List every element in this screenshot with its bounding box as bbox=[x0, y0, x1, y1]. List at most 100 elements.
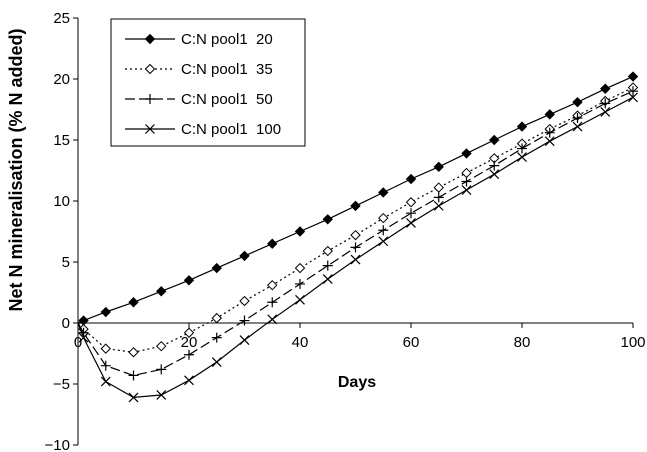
legend-label: C:N pool1 50 bbox=[181, 91, 273, 108]
data-point bbox=[295, 294, 305, 305]
x-axis-ticks: 0 20 40 60 80 100 bbox=[74, 323, 646, 351]
y-axis-ticks: 25 20 15 10 5 0 −5 −10 bbox=[45, 10, 78, 452]
legend-marker bbox=[144, 33, 156, 45]
y-tick-label: 25 bbox=[53, 10, 70, 27]
legend: C:N pool1 20 C:N pool1 35 C:N pool1 50 C:N … bbox=[110, 18, 306, 147]
data-point bbox=[239, 295, 250, 307]
y-tick-label: 10 bbox=[53, 193, 70, 210]
series-4 bbox=[77, 92, 638, 403]
data-point bbox=[267, 279, 278, 291]
data-point bbox=[406, 208, 416, 219]
legend-label: C:N pool1 100 bbox=[181, 121, 281, 138]
data-point bbox=[128, 392, 139, 403]
legend-label: C:N pool1 35 bbox=[181, 61, 273, 78]
legend-box bbox=[110, 18, 306, 147]
data-point bbox=[378, 212, 389, 224]
legend-item: C:N pool1 50 bbox=[125, 91, 273, 108]
data-point bbox=[295, 278, 305, 289]
axes: 0 20 40 60 80 100 25 20 15 10 5 0 −5 −10 bbox=[45, 10, 646, 452]
data-point bbox=[78, 332, 89, 343]
data-point bbox=[100, 306, 111, 318]
data-point bbox=[322, 274, 333, 285]
data-point bbox=[350, 200, 361, 212]
data-point bbox=[350, 229, 361, 241]
data-point bbox=[433, 200, 444, 211]
data-point bbox=[239, 250, 250, 262]
data-point bbox=[600, 107, 611, 117]
y-tick-label: −5 bbox=[53, 376, 70, 393]
y-tick-label: 15 bbox=[53, 132, 70, 149]
data-point bbox=[489, 134, 500, 146]
data-point bbox=[461, 185, 472, 195]
data-point bbox=[378, 236, 389, 247]
data-point bbox=[517, 152, 527, 163]
data-point bbox=[461, 148, 472, 159]
data-point bbox=[239, 315, 250, 326]
series-3 bbox=[77, 86, 638, 381]
x-tick-label: 80 bbox=[514, 334, 531, 351]
data-point bbox=[461, 167, 472, 179]
data-point bbox=[350, 242, 361, 253]
y-axis-title: Net N mineralisation (% N added) bbox=[6, 28, 26, 311]
data-point bbox=[516, 121, 528, 132]
data-point bbox=[267, 297, 278, 308]
data-point bbox=[350, 254, 361, 265]
data-point bbox=[322, 245, 333, 257]
data-point bbox=[267, 238, 278, 249]
data-point bbox=[294, 226, 306, 237]
data-point bbox=[628, 86, 638, 97]
data-point bbox=[544, 109, 555, 120]
y-tick-label: 5 bbox=[62, 254, 70, 271]
x-axis-title: Days bbox=[338, 374, 376, 391]
data-point bbox=[627, 71, 639, 82]
x-tick-label: 20 bbox=[181, 334, 198, 351]
plot-area bbox=[77, 71, 639, 403]
data-point bbox=[128, 297, 139, 308]
data-point bbox=[405, 197, 417, 208]
data-point bbox=[572, 121, 583, 132]
data-point bbox=[600, 98, 611, 109]
data-point bbox=[128, 370, 139, 381]
x-tick-label: 60 bbox=[403, 334, 420, 351]
data-point bbox=[156, 340, 167, 352]
y-tick-label: 20 bbox=[53, 71, 70, 88]
data-point bbox=[239, 335, 250, 346]
data-point bbox=[489, 169, 500, 180]
data-point bbox=[378, 187, 389, 198]
data-point bbox=[156, 364, 167, 375]
data-point bbox=[378, 225, 389, 236]
series-line bbox=[77, 90, 634, 377]
series-line bbox=[77, 86, 634, 353]
legend-marker bbox=[145, 124, 155, 134]
series-line bbox=[77, 76, 634, 324]
data-point bbox=[211, 262, 222, 274]
data-point bbox=[544, 127, 555, 138]
data-point bbox=[544, 136, 555, 147]
series-line bbox=[77, 96, 634, 399]
legend-item: C:N pool1 20 bbox=[125, 31, 273, 48]
data-point bbox=[211, 332, 222, 343]
data-point bbox=[184, 349, 194, 360]
data-point bbox=[183, 327, 195, 338]
data-point bbox=[572, 96, 583, 108]
data-point bbox=[184, 375, 194, 386]
data-point bbox=[211, 312, 222, 324]
data-point bbox=[156, 286, 167, 297]
legend-marker bbox=[144, 63, 156, 75]
data-point bbox=[517, 143, 527, 154]
data-point bbox=[406, 218, 416, 228]
data-point bbox=[100, 343, 111, 354]
data-point bbox=[572, 113, 583, 124]
data-point bbox=[433, 182, 444, 193]
data-point bbox=[433, 192, 444, 203]
y-tick-label: 0 bbox=[62, 315, 70, 332]
data-point bbox=[128, 347, 139, 358]
data-point bbox=[628, 92, 638, 103]
data-point bbox=[100, 376, 111, 387]
series-2 bbox=[77, 82, 639, 358]
data-point bbox=[600, 83, 611, 94]
data-point bbox=[489, 160, 500, 171]
data-point bbox=[294, 262, 306, 274]
series-1 bbox=[77, 71, 639, 326]
